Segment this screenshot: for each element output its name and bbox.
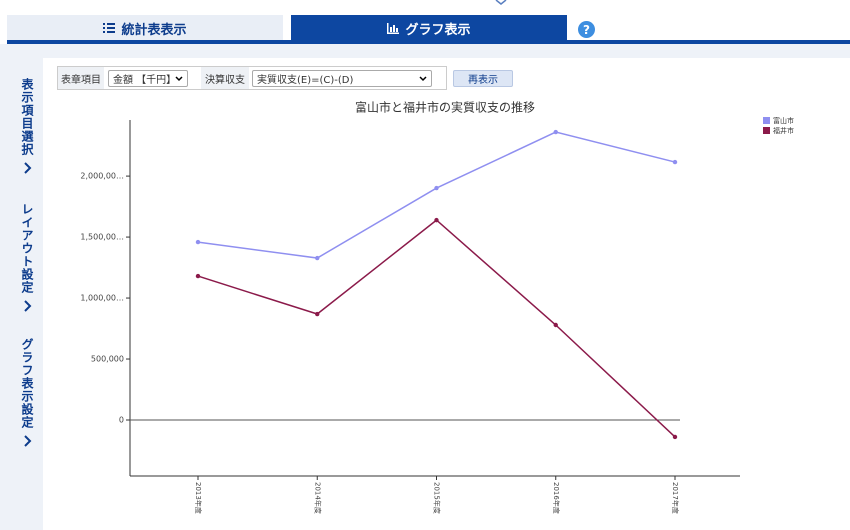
tab-label: グラフ表示 xyxy=(405,22,471,38)
legend-label: 福井市 xyxy=(773,126,794,135)
tab-bar xyxy=(7,40,850,44)
tab-label: 統計表表示 xyxy=(121,22,187,38)
content-panel xyxy=(43,58,850,530)
chart-title: 富山市と福井市の実質収支の推移 xyxy=(355,100,535,115)
x-tick-label: 2017年度 xyxy=(671,482,680,514)
x-tick-label: 2014年度 xyxy=(313,482,322,514)
x-tick-label: 2013年度 xyxy=(194,482,203,514)
side-tab-label: レイアウト設定 xyxy=(20,203,34,294)
point xyxy=(434,185,439,191)
point xyxy=(672,434,678,440)
settle-label: 決算収支 xyxy=(201,67,249,89)
point xyxy=(195,239,201,245)
y-tick-label: 1,000,00… xyxy=(80,294,124,303)
side-tab[interactable]: 表示項目選択 xyxy=(12,68,43,180)
point xyxy=(315,311,320,317)
dropdown-arrow xyxy=(419,75,427,81)
chart-icon xyxy=(387,22,400,34)
y-tick-label: 1,500,00… xyxy=(80,233,124,242)
point xyxy=(315,255,320,261)
y-tick-label: 0 xyxy=(119,416,124,425)
side-tab-label: グラフ表示設定 xyxy=(20,338,34,429)
y-tick-label: 2,000,00… xyxy=(80,172,124,181)
legend-swatch xyxy=(763,117,770,124)
tab-table[interactable]: 統計表表示 xyxy=(7,15,283,41)
select-value: 実質収支(E)=(C)-(D) xyxy=(257,75,354,86)
tab-graph[interactable]: グラフ表示 xyxy=(291,15,567,41)
x-tick-label: 2015年度 xyxy=(433,482,442,514)
side-tab[interactable]: レイアウト設定 xyxy=(12,193,43,318)
help-button[interactable]: ? xyxy=(578,21,595,38)
chevron xyxy=(23,435,31,447)
item-select[interactable]: 金額 【千円】 xyxy=(108,70,188,87)
legend-label: 富山市 xyxy=(773,116,794,125)
y-tick-label: 500,000 xyxy=(91,355,124,364)
legend-swatch xyxy=(763,127,770,134)
x-tick-label: 2016年度 xyxy=(552,482,561,514)
series-line xyxy=(197,131,676,259)
side-tab[interactable]: グラフ表示設定 xyxy=(12,328,43,450)
point xyxy=(195,273,201,279)
scroll-arrow xyxy=(495,0,507,5)
chevron xyxy=(23,300,31,312)
list-icon xyxy=(103,23,116,33)
point xyxy=(553,322,558,328)
item-label: 表章項目 xyxy=(58,67,104,89)
select-value: 金額 【千円】 xyxy=(113,75,177,86)
dropdown-arrow xyxy=(175,75,183,81)
side-tab-label: 表示項目選択 xyxy=(20,78,34,156)
series-line xyxy=(197,219,676,438)
redisplay-button[interactable]: 再表示 xyxy=(453,70,513,87)
settle-select[interactable]: 実質収支(E)=(C)-(D) xyxy=(252,70,432,87)
point xyxy=(434,217,439,223)
point xyxy=(553,129,558,135)
point xyxy=(672,159,678,165)
chevron xyxy=(23,162,31,174)
